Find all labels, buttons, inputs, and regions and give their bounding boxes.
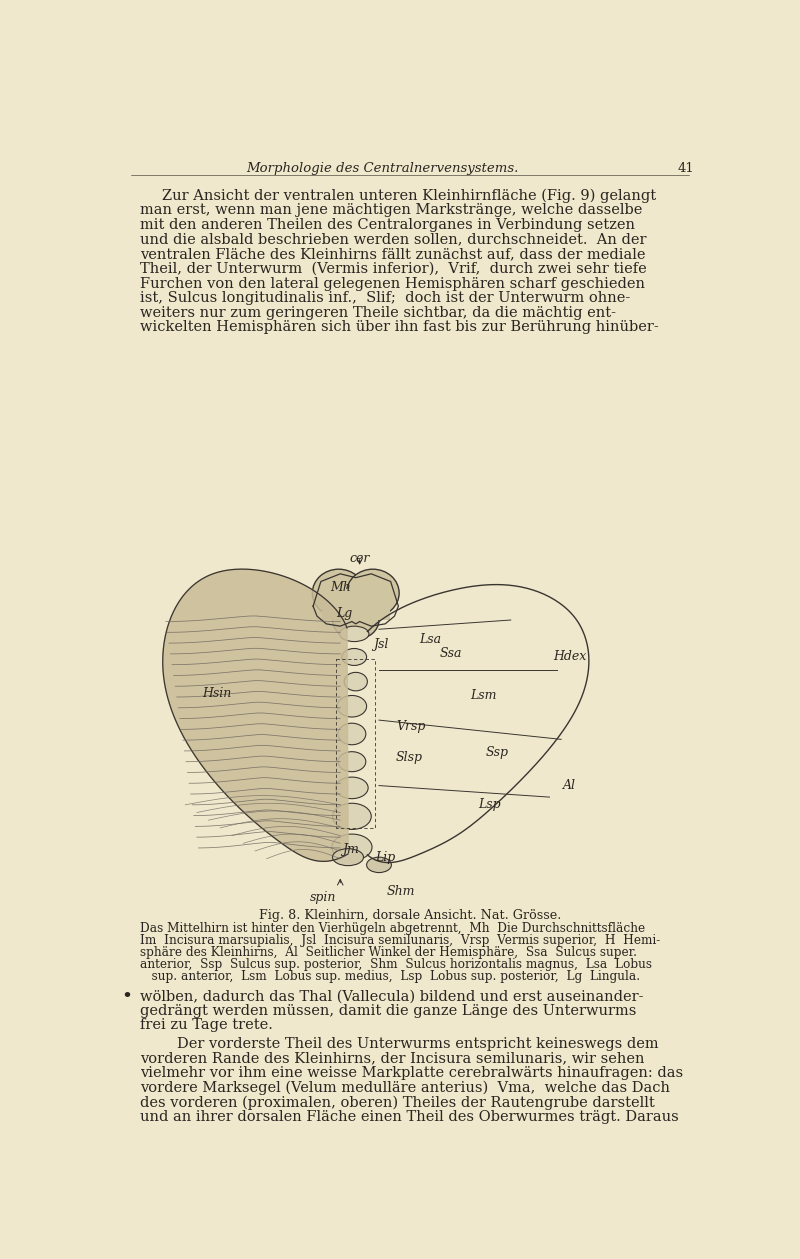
Text: des vorderen (proximalen, oberen) Theiles der Rautengrube darstellt: des vorderen (proximalen, oberen) Theile… (140, 1095, 655, 1110)
Text: weiters nur zum geringeren Theile sichtbar, da die mächtig ent-: weiters nur zum geringeren Theile sichtb… (140, 306, 616, 320)
Text: Lsp: Lsp (478, 798, 501, 811)
Text: ist, Sulcus longitudinalis inf.,  Slif;  doch ist der Unterwurm ohne-: ist, Sulcus longitudinalis inf., Slif; d… (140, 291, 630, 305)
Text: Slsp: Slsp (396, 750, 423, 763)
Text: frei zu Tage trete.: frei zu Tage trete. (140, 1019, 273, 1032)
Text: anterior,  Ssp  Sulcus sup. posterior,  Shm  Sulcus horizontalis magnus,  Lsa  L: anterior, Ssp Sulcus sup. posterior, Shm… (140, 958, 652, 971)
Text: Jsl: Jsl (373, 638, 388, 651)
Ellipse shape (333, 849, 363, 866)
Text: sphäre des Kleinhirns,  Al  Seitlicher Winkel der Hemisphäre,  Ssa  Sulcus super: sphäre des Kleinhirns, Al Seitlicher Win… (140, 946, 638, 958)
Text: Der vorderste Theil des Unterwurms entspricht keineswegs dem: Der vorderste Theil des Unterwurms entsp… (140, 1037, 659, 1051)
Text: cer: cer (350, 553, 370, 565)
Text: sup. anterior,  Lsm  Lobus sup. medius,  Lsp  Lobus sup. posterior,  Lg  Lingula: sup. anterior, Lsm Lobus sup. medius, Ls… (140, 969, 641, 982)
Text: vielmehr vor ihm eine weisse Markplatte cerebralwärts hinaufragen: das: vielmehr vor ihm eine weisse Markplatte … (140, 1066, 683, 1080)
Text: mit den anderen Theilen des Centralorganes in Verbindung setzen: mit den anderen Theilen des Centralorgan… (140, 218, 635, 232)
Text: Ssa: Ssa (439, 647, 462, 660)
Text: und an ihrer dorsalen Fläche einen Theil des Oberwurmes trägt. Daraus: und an ihrer dorsalen Fläche einen Theil… (140, 1110, 679, 1124)
FancyBboxPatch shape (322, 589, 390, 619)
Ellipse shape (366, 857, 391, 872)
Text: Lip: Lip (375, 851, 395, 864)
Ellipse shape (339, 626, 369, 642)
Text: Mh: Mh (330, 582, 350, 594)
Ellipse shape (333, 601, 379, 640)
Text: Zur Ansicht der ventralen unteren Kleinhirnfläche (Fig. 9) gelangt: Zur Ansicht der ventralen unteren Kleinh… (162, 189, 656, 203)
Ellipse shape (333, 803, 371, 830)
Text: Im  Incisura marsupialis,  Jsl  Incisura semilunaris,  Vrsp  Vermis superior,  H: Im Incisura marsupialis, Jsl Incisura se… (140, 934, 661, 947)
Text: Ssp: Ssp (486, 745, 509, 759)
Text: ventralen Fläche des Kleinhirns fällt zunächst auf, dass der mediale: ventralen Fläche des Kleinhirns fällt zu… (140, 247, 646, 262)
Text: Hdex: Hdex (554, 651, 586, 663)
Ellipse shape (332, 833, 372, 860)
Ellipse shape (338, 752, 366, 772)
Ellipse shape (338, 723, 366, 745)
Text: Lg: Lg (336, 607, 353, 621)
Text: spin: spin (310, 891, 336, 904)
Ellipse shape (344, 672, 367, 691)
Text: wickelten Hemisphären sich über ihn fast bis zur Berührung hinüber-: wickelten Hemisphären sich über ihn fast… (140, 321, 659, 335)
Ellipse shape (337, 695, 366, 718)
Text: Das Mittelhirn ist hinter den Vierhügeln abgetrennt,  Mh  Die Durchschnittsfläch: Das Mittelhirn ist hinter den Vierhügeln… (140, 922, 646, 935)
Text: Hsin: Hsin (202, 686, 231, 700)
Ellipse shape (336, 777, 368, 798)
Text: Shm: Shm (386, 885, 415, 898)
Polygon shape (162, 569, 348, 861)
Text: Al: Al (563, 779, 577, 792)
Text: vorderen Rande des Kleinhirns, der Incisura semilunaris, wir sehen: vorderen Rande des Kleinhirns, der Incis… (140, 1051, 645, 1065)
Text: Jm: Jm (342, 844, 358, 856)
Text: gedrängt werden müssen, damit die ganze Länge des Unterwurms: gedrängt werden müssen, damit die ganze … (140, 1003, 637, 1017)
Text: Lsm: Lsm (470, 689, 497, 703)
Text: man erst, wenn man jene mächtigen Markstränge, welche dasselbe: man erst, wenn man jene mächtigen Markst… (140, 204, 642, 218)
Text: Vrsp: Vrsp (396, 720, 426, 733)
Text: Lsa: Lsa (419, 633, 442, 646)
Text: und die alsbald beschrieben werden sollen, durchschneidet.  An der: und die alsbald beschrieben werden solle… (140, 233, 646, 247)
Ellipse shape (312, 569, 365, 617)
Text: 41: 41 (678, 162, 694, 175)
Text: •: • (122, 987, 133, 1006)
Text: Theil, der Unterwurm  (Vermis inferior),  Vrif,  durch zwei sehr tiefe: Theil, der Unterwurm (Vermis inferior), … (140, 262, 647, 276)
Ellipse shape (346, 569, 399, 617)
Text: Fig. 8. Kleinhirn, dorsale Ansicht. Nat. Grösse.: Fig. 8. Kleinhirn, dorsale Ansicht. Nat.… (259, 909, 561, 922)
Text: Furchen von den lateral gelegenen Hemisphären scharf geschieden: Furchen von den lateral gelegenen Hemisp… (140, 277, 646, 291)
Text: Morphologie des Centralnervensystems.: Morphologie des Centralnervensystems. (246, 162, 519, 175)
Text: wölben, dadurch das Thal (Vallecula) bildend und erst auseinander-: wölben, dadurch das Thal (Vallecula) bil… (140, 990, 644, 1003)
Ellipse shape (342, 648, 366, 666)
Text: vordere Marksegel (Velum medulläre anterius)  Vma,  welche das Dach: vordere Marksegel (Velum medulläre anter… (140, 1081, 670, 1095)
